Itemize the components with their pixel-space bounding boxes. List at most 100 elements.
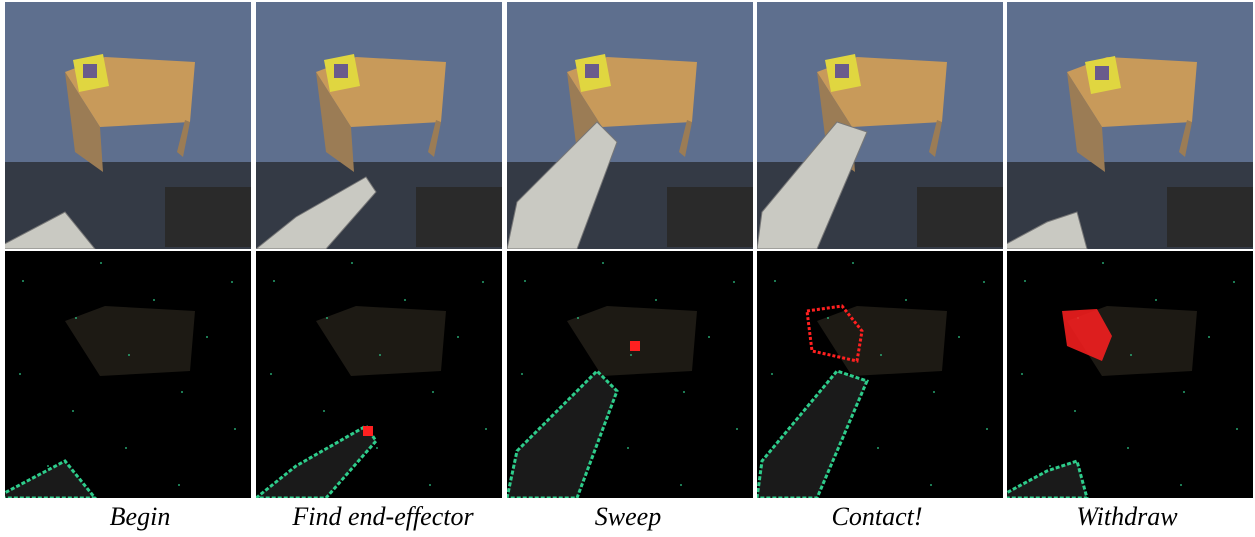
noise-dot (958, 336, 960, 338)
robot-arm (256, 176, 377, 249)
noise-dot (774, 280, 776, 282)
faint-table (65, 306, 195, 376)
noise-dot (270, 373, 272, 375)
noise-dot (986, 428, 988, 430)
arm-edge-detection (507, 368, 619, 498)
camera-view-panel (757, 2, 1003, 249)
noise-dot (1130, 354, 1132, 356)
noise-dot (1049, 465, 1051, 467)
noise-dot (852, 262, 854, 264)
noise-dot (1233, 281, 1235, 283)
robot-arm (507, 121, 618, 249)
noise-dot (432, 391, 434, 393)
noise-dot (178, 484, 180, 486)
camera-view-panel (507, 2, 753, 249)
chair (917, 187, 1003, 247)
noise-dot (680, 484, 682, 486)
moved-box-detection (1062, 309, 1112, 361)
arm-edge-detection (5, 459, 97, 498)
noise-dot (1074, 410, 1076, 412)
noise-dot (683, 391, 685, 393)
table-leg-right (428, 120, 441, 157)
noise-dot (125, 447, 127, 449)
noise-dot (376, 447, 378, 449)
noise-dot (379, 354, 381, 356)
table-leg-left (1067, 72, 1105, 172)
detection-view-panel (757, 251, 1003, 498)
noise-dot (72, 410, 74, 412)
noise-dot (206, 336, 208, 338)
noise-dot (1024, 280, 1026, 282)
frame-caption: Sweep (594, 502, 662, 531)
end-effector-marker (630, 341, 640, 351)
camera-view-panel (1007, 2, 1253, 249)
robot-arm (757, 121, 868, 249)
robot-arm (5, 211, 96, 249)
noise-dot (1236, 428, 1238, 430)
noise-dot (524, 280, 526, 282)
robot-arm (1007, 211, 1088, 249)
table-leg-right (1179, 120, 1192, 157)
noise-dot (1183, 391, 1185, 393)
noise-dot (181, 391, 183, 393)
detection-view-panel (507, 251, 753, 498)
noise-dot (877, 447, 879, 449)
end-effector-marker (363, 426, 373, 436)
frame-caption: Contact! (831, 502, 923, 531)
noise-dot (880, 354, 882, 356)
noise-dot (983, 281, 985, 283)
noise-dot (930, 484, 932, 486)
noise-dot (933, 391, 935, 393)
noise-dot (736, 428, 738, 430)
box-marker (585, 64, 599, 78)
camera-view-panel (5, 2, 251, 249)
noise-dot (273, 280, 275, 282)
noise-dot (231, 281, 233, 283)
noise-dot (827, 317, 829, 319)
box-marker (1095, 66, 1109, 80)
chair (667, 187, 753, 247)
noise-dot (1155, 299, 1157, 301)
noise-dot (1208, 336, 1210, 338)
noise-dot (521, 373, 523, 375)
noise-dot (708, 336, 710, 338)
noise-dot (457, 336, 459, 338)
noise-dot (153, 299, 155, 301)
noise-dot (485, 428, 487, 430)
chair (1167, 187, 1253, 247)
noise-dot (482, 281, 484, 283)
noise-dot (351, 262, 353, 264)
dark-background (1007, 251, 1253, 498)
table-leg-right (929, 120, 942, 157)
noise-dot (404, 299, 406, 301)
noise-dot (630, 354, 632, 356)
noise-dot (1127, 447, 1129, 449)
noise-dot (128, 354, 130, 356)
arm-edge-detection (757, 369, 870, 498)
frame-caption: Begin (109, 502, 171, 531)
noise-dot (577, 317, 579, 319)
dark-background (5, 251, 251, 498)
noise-dot (771, 373, 773, 375)
noise-dot (47, 465, 49, 467)
contact-box-detection (805, 304, 864, 363)
table-leg-right (177, 120, 190, 157)
box-marker (835, 64, 849, 78)
noise-dot (22, 280, 24, 282)
noise-dot (429, 484, 431, 486)
detection-view-panel (256, 251, 502, 498)
noise-dot (1180, 484, 1182, 486)
dark-background (256, 251, 502, 498)
detection-view-panel (5, 251, 251, 498)
noise-dot (323, 410, 325, 412)
noise-dot (100, 262, 102, 264)
noise-dot (655, 299, 657, 301)
detection-view-panel (1007, 251, 1253, 498)
noise-dot (19, 373, 21, 375)
noise-dot (627, 447, 629, 449)
faint-table (316, 306, 446, 376)
frame-caption: Withdraw (1076, 502, 1178, 531)
noise-dot (75, 317, 77, 319)
chair (165, 187, 251, 247)
